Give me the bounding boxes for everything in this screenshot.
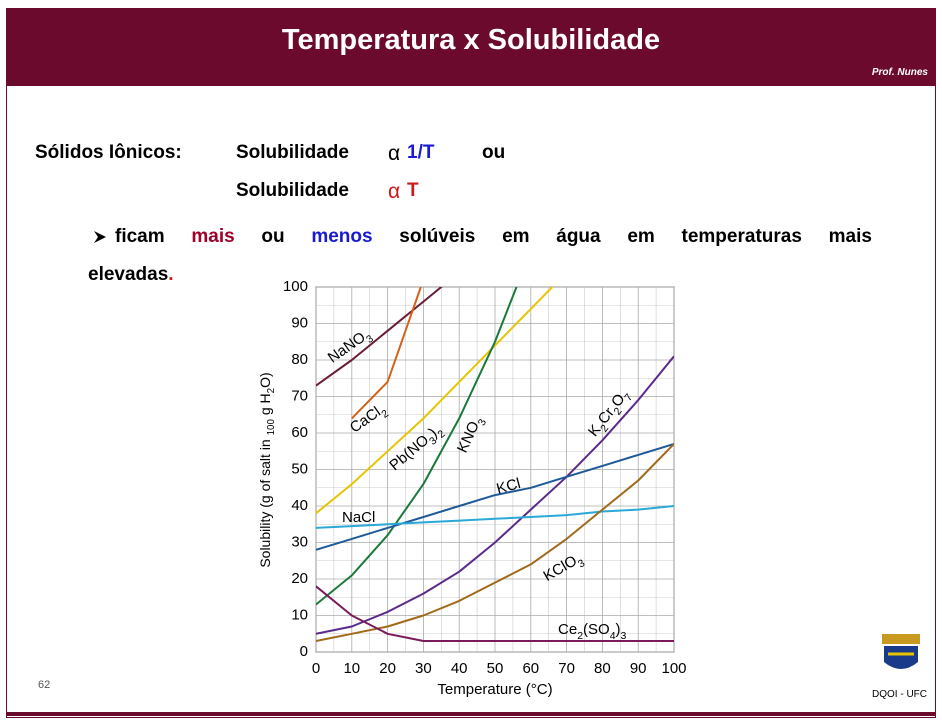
rule-term: Solubilidade bbox=[236, 180, 349, 201]
rule-symbol: α bbox=[388, 142, 401, 165]
bullet-word: menos bbox=[311, 226, 373, 247]
bullet-word: solúveis bbox=[399, 226, 476, 247]
bullet-word: elevadas bbox=[88, 264, 169, 285]
rule-relation: T bbox=[407, 180, 419, 201]
author: Prof. Nunes bbox=[871, 67, 928, 78]
bullet-arrow bbox=[94, 231, 106, 243]
rule-symbol: α bbox=[388, 180, 401, 203]
bullet-word: em bbox=[502, 226, 530, 247]
header-bar bbox=[6, 8, 936, 86]
logo bbox=[882, 634, 920, 669]
bullet-word: . bbox=[168, 264, 174, 285]
title: Temperatura x Solubilidade bbox=[281, 24, 661, 56]
bullet-word: mais bbox=[828, 226, 872, 247]
bullet-word: temperaturas bbox=[681, 226, 802, 247]
connector: ou bbox=[482, 142, 506, 163]
rule-relation: 1/T bbox=[407, 142, 435, 163]
label: Sólidos Iônicos: bbox=[35, 142, 182, 163]
institution: DQOI - UFC bbox=[872, 689, 927, 700]
bullet-line: elevadas. bbox=[88, 264, 174, 286]
bullet-word: mais bbox=[191, 226, 235, 247]
bullet-word: em bbox=[627, 226, 655, 247]
bullet-line: ficam mais ou menos solúveis em água em temperat… bbox=[115, 226, 872, 248]
frame bbox=[6, 8, 936, 718]
bullet-word: ou bbox=[261, 226, 285, 247]
bullet-word: ficam bbox=[115, 226, 165, 247]
bottom-bar bbox=[6, 712, 936, 716]
rule-term: Solubilidade bbox=[236, 142, 349, 163]
page-number: 62 bbox=[38, 679, 51, 691]
bullet-word: água bbox=[556, 226, 601, 247]
